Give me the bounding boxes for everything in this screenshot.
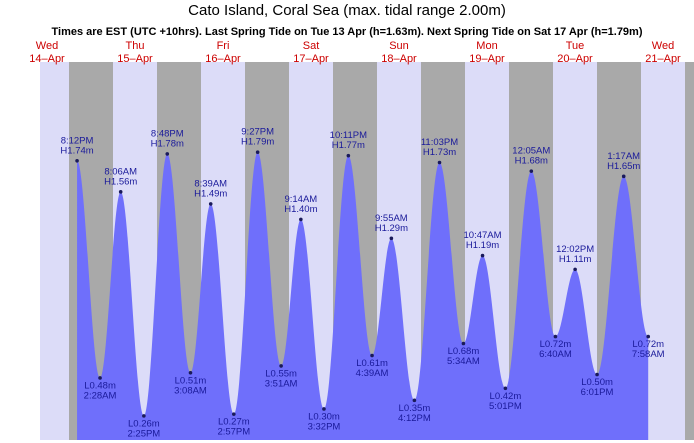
date-label: 20–Apr	[557, 53, 593, 65]
height-label: L0.42m	[490, 391, 522, 402]
time-label: 11:03PM	[421, 137, 458, 148]
chart-title: Cato Island, Coral Sea (max. tidal range…	[188, 2, 506, 19]
extreme-dot	[118, 190, 123, 194]
height-label: H1.79m	[241, 137, 274, 148]
height-label: L0.68m	[448, 346, 480, 357]
extreme-dot	[165, 152, 170, 156]
day-label: Wed	[36, 40, 58, 52]
height-label: L0.55m	[265, 368, 297, 379]
height-label: H1.73m	[423, 147, 456, 158]
height-label: H1.65m	[607, 161, 640, 172]
time-label: 9:14AM	[284, 194, 317, 205]
extreme-dot	[299, 217, 303, 222]
height-label: L0.26m	[128, 418, 160, 429]
extreme-dot	[621, 174, 626, 179]
height-label: L0.61m	[356, 358, 388, 369]
date-label: 14–Apr	[29, 53, 65, 65]
date-label: 21–Apr	[645, 53, 681, 65]
extreme-dot	[322, 407, 326, 411]
height-label: H1.78m	[151, 138, 184, 149]
time-label: 9:55AM	[375, 213, 408, 224]
extreme-dot	[646, 334, 651, 339]
extreme-dot	[208, 202, 213, 206]
height-label: L0.35m	[399, 403, 431, 414]
date-label: 16–Apr	[205, 53, 241, 65]
extreme-dot	[75, 159, 79, 163]
extreme-dot	[255, 150, 260, 154]
time-label: 2:57PM	[217, 427, 250, 438]
time-label: 10:11PM	[330, 130, 367, 141]
time-label: 2:28AM	[84, 390, 117, 401]
time-label: 8:12PM	[61, 135, 94, 146]
extreme-dot	[98, 376, 102, 380]
extreme-dot	[188, 370, 193, 375]
extreme-dot	[232, 412, 236, 416]
extreme-dot	[412, 398, 417, 403]
extreme-dot	[437, 160, 442, 165]
extreme-dot	[370, 353, 374, 358]
time-label: 6:40AM	[539, 349, 572, 360]
time-label: 12:05AM	[512, 146, 550, 157]
time-label: 1:17AM	[607, 151, 640, 162]
height-label: L0.30m	[308, 411, 340, 422]
day-label: Mon	[476, 40, 497, 52]
extreme-dot	[503, 386, 508, 391]
height-label: H1.68m	[515, 156, 548, 167]
time-label: 5:01PM	[489, 401, 522, 412]
height-label: H1.11m	[559, 254, 592, 265]
time-label: 5:34AM	[447, 356, 480, 367]
extreme-dot	[595, 372, 599, 377]
extreme-dot	[142, 414, 146, 418]
height-label: H1.49m	[194, 188, 227, 199]
height-label: H1.19m	[466, 240, 499, 251]
extreme-dot	[480, 253, 485, 258]
night-band	[685, 62, 694, 440]
chart-subtitle: Times are EST (UTC +10hrs). Last Spring …	[52, 26, 643, 38]
time-label: 8:39AM	[194, 178, 227, 189]
time-label: 8:48PM	[151, 128, 184, 139]
day-label: Sat	[303, 40, 320, 52]
day-label: Fri	[217, 40, 230, 52]
height-label: H1.29m	[375, 223, 408, 234]
date-label: 18–Apr	[381, 53, 417, 65]
extreme-dot	[389, 236, 394, 241]
day-label: Sun	[389, 40, 409, 52]
date-label: 17–Apr	[293, 53, 329, 65]
time-label: 6:01PM	[581, 387, 614, 398]
time-label: 8:06AM	[104, 166, 137, 177]
height-label: L0.50m	[581, 377, 613, 388]
time-label: 7:58AM	[632, 349, 665, 360]
time-label: 2:25PM	[127, 428, 160, 439]
time-label: 4:39AM	[356, 368, 389, 379]
extreme-dot	[529, 169, 534, 173]
height-label: H1.77m	[332, 140, 365, 151]
time-label: 3:08AM	[174, 385, 207, 396]
extreme-dot	[553, 334, 558, 339]
day-label: Wed	[652, 40, 674, 52]
height-label: L0.51m	[175, 375, 207, 386]
extreme-dot	[461, 341, 466, 346]
time-label: 3:32PM	[308, 421, 341, 432]
extreme-dot	[573, 267, 577, 272]
height-label: L0.27m	[218, 417, 250, 428]
time-label: 3:51AM	[265, 378, 298, 389]
height-label: H1.56m	[104, 176, 137, 187]
date-label: 19–Apr	[469, 53, 505, 65]
date-label: 15–Apr	[117, 53, 153, 65]
height-label: L0.48m	[84, 380, 116, 391]
time-label: 12:02PM	[556, 244, 594, 255]
time-label: 9:27PM	[241, 127, 274, 138]
extreme-dot	[279, 364, 283, 368]
extreme-dot	[346, 153, 351, 158]
time-label: 4:12PM	[398, 413, 431, 424]
height-label: L0.72m	[632, 339, 664, 350]
day-label: Thu	[126, 40, 145, 52]
time-label: 10:47AM	[464, 230, 502, 241]
day-label: Tue	[566, 40, 585, 52]
height-label: H1.40m	[284, 204, 317, 215]
height-label: L0.72m	[540, 339, 572, 350]
height-label: H1.74m	[60, 145, 93, 156]
tide-area	[77, 152, 649, 441]
